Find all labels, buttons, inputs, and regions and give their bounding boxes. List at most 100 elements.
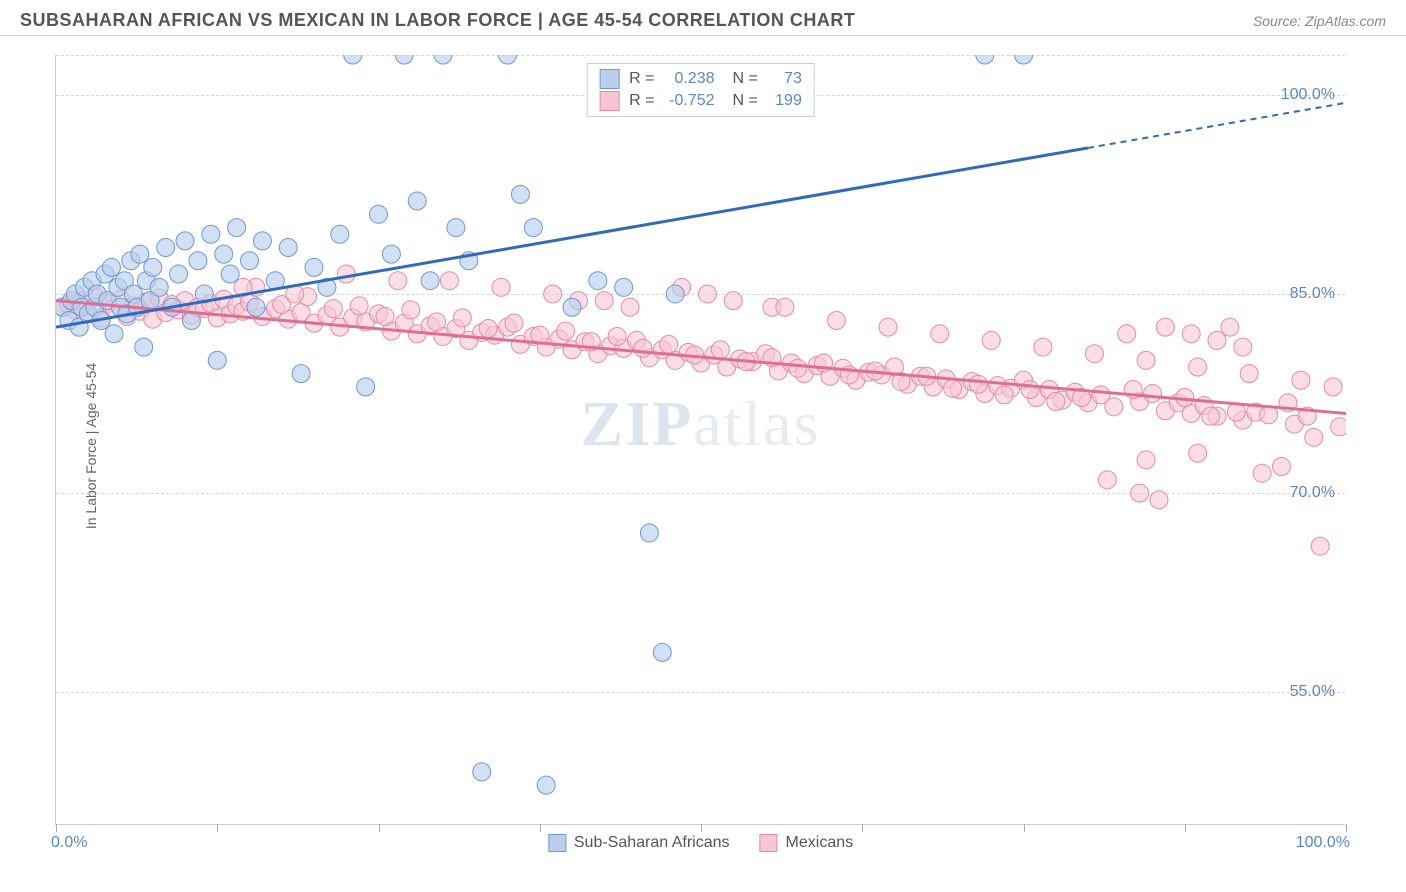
scatter-point-ssa xyxy=(131,245,149,263)
scatter-point-ssa xyxy=(653,643,671,661)
chart-title: SUBSAHARAN AFRICAN VS MEXICAN IN LABOR F… xyxy=(20,10,855,31)
scatter-point-ssa xyxy=(292,365,310,383)
scatter-point-ssa xyxy=(976,55,994,64)
scatter-point-ssa xyxy=(434,55,452,64)
scatter-point-mex xyxy=(1189,444,1207,462)
scatter-point-ssa xyxy=(253,232,271,250)
scatter-point-mex xyxy=(827,312,845,330)
scatter-point-mex xyxy=(1021,381,1039,399)
stats-n-value: 199 xyxy=(764,92,802,110)
scatter-point-ssa xyxy=(511,185,529,203)
scatter-point-mex xyxy=(1331,418,1346,436)
scatter-point-ssa xyxy=(447,219,465,237)
scatter-point-ssa xyxy=(408,192,426,210)
scatter-point-ssa xyxy=(228,219,246,237)
stats-r-label: R = xyxy=(629,92,654,110)
stats-row: R =0.238N =73 xyxy=(599,68,802,90)
scatter-point-ssa xyxy=(305,258,323,276)
legend-swatch xyxy=(548,834,566,852)
scatter-point-mex xyxy=(453,309,471,327)
scatter-point-mex xyxy=(1208,331,1226,349)
scatter-point-ssa xyxy=(499,55,517,64)
scatter-point-mex xyxy=(660,335,678,353)
scatter-point-mex xyxy=(1202,407,1220,425)
scatter-point-ssa xyxy=(537,776,555,794)
scatter-point-ssa xyxy=(563,298,581,316)
scatter-point-mex xyxy=(350,297,368,315)
scatter-point-mex xyxy=(544,285,562,303)
scatter-point-mex xyxy=(492,278,510,296)
stats-n-label: N = xyxy=(733,70,758,88)
scatter-point-ssa xyxy=(524,219,542,237)
x-tick xyxy=(862,824,863,832)
scatter-point-ssa xyxy=(202,225,220,243)
scatter-point-mex xyxy=(1105,398,1123,416)
scatter-point-ssa xyxy=(208,351,226,369)
scatter-point-mex xyxy=(1305,428,1323,446)
legend-item: Sub-Saharan Africans xyxy=(548,834,730,852)
chart-source: Source: ZipAtlas.com xyxy=(1253,13,1386,29)
scatter-point-mex xyxy=(711,341,729,359)
chart-header: SUBSAHARAN AFRICAN VS MEXICAN IN LABOR F… xyxy=(0,0,1406,36)
scatter-point-mex xyxy=(944,379,962,397)
stats-row: R =-0.752N =199 xyxy=(599,90,802,112)
scatter-point-mex xyxy=(1273,458,1291,476)
x-axis-max-label: 100.0% xyxy=(1296,834,1350,852)
scatter-point-ssa xyxy=(215,245,233,263)
scatter-point-mex xyxy=(402,301,420,319)
scatter-point-mex xyxy=(337,265,355,283)
scatter-point-mex xyxy=(1292,371,1310,389)
scatter-point-mex xyxy=(1253,464,1271,482)
scatter-point-mex xyxy=(982,331,1000,349)
scatter-point-mex xyxy=(1150,491,1168,509)
legend-swatch xyxy=(760,834,778,852)
scatter-point-mex xyxy=(440,272,458,290)
scatter-point-ssa xyxy=(615,278,633,296)
scatter-point-ssa xyxy=(221,265,239,283)
scatter-point-ssa xyxy=(640,524,658,542)
stats-r-label: R = xyxy=(629,70,654,88)
scatter-point-mex xyxy=(324,300,342,318)
scatter-point-ssa xyxy=(170,265,188,283)
legend-item: Mexicans xyxy=(760,834,854,852)
scatter-point-ssa xyxy=(157,239,175,257)
scatter-point-mex xyxy=(1240,365,1258,383)
scatter-point-mex xyxy=(698,285,716,303)
scatter-point-ssa xyxy=(144,258,162,276)
scatter-point-mex xyxy=(995,386,1013,404)
scatter-point-ssa xyxy=(331,225,349,243)
scatter-point-ssa xyxy=(241,252,259,270)
scatter-point-ssa xyxy=(247,298,265,316)
scatter-point-mex xyxy=(621,298,639,316)
stats-legend-box: R =0.238N =73R =-0.752N =199 xyxy=(586,63,815,117)
scatter-point-mex xyxy=(1118,325,1136,343)
scatter-point-mex xyxy=(479,319,497,337)
scatter-point-mex xyxy=(557,322,575,340)
scatter-point-ssa xyxy=(150,278,168,296)
scatter-point-mex xyxy=(789,359,807,377)
x-tick xyxy=(1346,824,1347,832)
scatter-point-mex xyxy=(931,325,949,343)
scatter-point-ssa xyxy=(135,338,153,356)
scatter-point-mex xyxy=(1131,484,1149,502)
scatter-point-mex xyxy=(1047,393,1065,411)
scatter-point-mex xyxy=(389,272,407,290)
x-tick xyxy=(56,824,57,832)
scatter-point-mex xyxy=(1137,351,1155,369)
scatter-point-ssa xyxy=(189,252,207,270)
x-tick xyxy=(1185,824,1186,832)
scatter-svg xyxy=(56,55,1346,825)
stats-n-label: N = xyxy=(733,92,758,110)
scatter-point-mex xyxy=(505,314,523,332)
x-tick xyxy=(379,824,380,832)
legend-label: Sub-Saharan Africans xyxy=(574,834,730,852)
scatter-point-mex xyxy=(1311,537,1329,555)
legend-label: Mexicans xyxy=(786,834,854,852)
x-tick xyxy=(701,824,702,832)
scatter-point-mex xyxy=(969,375,987,393)
scatter-point-ssa xyxy=(421,272,439,290)
scatter-point-ssa xyxy=(395,55,413,64)
scatter-point-mex xyxy=(608,327,626,345)
chart-container: SUBSAHARAN AFRICAN VS MEXICAN IN LABOR F… xyxy=(0,0,1406,892)
scatter-point-mex xyxy=(1137,451,1155,469)
